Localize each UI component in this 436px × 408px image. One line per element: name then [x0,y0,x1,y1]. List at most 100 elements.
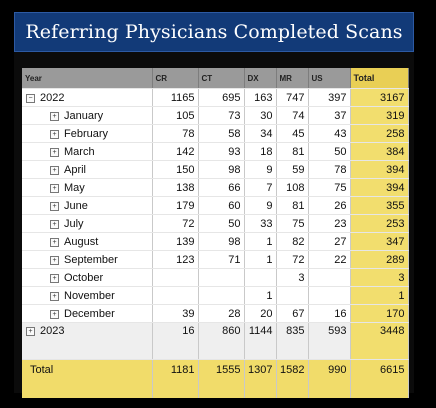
month-label-cell: + October [22,268,153,287]
cell-ct: 58 [198,124,245,143]
cell-ct: 98 [198,232,245,251]
report-frame: Referring Physicians Completed Scans Yea… [14,12,414,398]
col-header-ct[interactable]: CT [198,68,245,89]
cell-ct: 71 [198,250,245,269]
expand-icon[interactable]: + [50,165,59,175]
cell-cr: 139 [152,232,199,251]
col-header-year[interactable]: Year [22,68,153,89]
month-row: + August 139 98 1 82 27 347 [22,232,409,251]
expand-icon[interactable]: + [50,147,59,157]
cell-us: 23 [308,214,351,233]
col-header-dx[interactable]: DX [244,68,277,89]
year-label-cell: +2023 [22,322,153,360]
month-row: + April 150 98 9 59 78 394 [22,160,409,179]
cell-mr: 45 [276,124,309,143]
scans-table: Year CR CT DX MR US Total −2022 1165 695… [22,68,409,398]
cell-ct: 695 [198,88,245,107]
month-label-cell: + March [22,142,153,161]
cell-dx: 33 [244,214,277,233]
cell-total: 170 [350,304,409,323]
expand-icon[interactable]: + [50,237,59,247]
cell-us: 990 [308,359,351,398]
cell-dx: 18 [244,142,277,161]
col-header-total[interactable]: Total [350,68,409,89]
grand-total-label: Total [22,359,153,398]
cell-cr: 78 [152,124,199,143]
month-label: April [64,163,87,176]
expand-icon[interactable]: + [50,219,59,229]
expand-icon[interactable]: + [50,309,59,319]
cell-mr: 747 [276,88,309,107]
month-row: + November 1 1 [22,286,409,305]
cell-us: 78 [308,160,351,179]
cell-dx: 9 [244,160,277,179]
cell-dx: 7 [244,178,277,197]
cell-us: 593 [308,322,351,360]
cell-ct: 73 [198,106,245,125]
month-row: + July 72 50 33 75 23 253 [22,214,409,233]
month-label: February [64,127,109,140]
cell-total: 355 [350,196,409,215]
cell-mr: 75 [276,214,309,233]
month-label-cell: + April [22,160,153,179]
cell-mr: 81 [276,196,309,215]
cell-mr: 108 [276,178,309,197]
cell-mr: 59 [276,160,309,179]
cell-total: 1 [350,286,409,305]
grand-total-row: Total 1181 1555 1307 1582 990 6615 [22,359,409,398]
cell-us: 16 [308,304,351,323]
month-label-cell: + July [22,214,153,233]
month-label: March [64,145,95,158]
cell-us: 43 [308,124,351,143]
collapse-icon[interactable]: − [26,93,35,103]
cell-us [308,268,351,287]
expand-icon[interactable]: + [50,291,59,301]
cell-total: 258 [350,124,409,143]
cell-ct: 28 [198,304,245,323]
expand-icon[interactable]: + [50,201,59,211]
expand-icon[interactable]: + [50,255,59,265]
cell-cr: 16 [152,322,199,360]
cell-total: 347 [350,232,409,251]
month-label: June [64,199,88,212]
month-row: + October 3 3 [22,268,409,287]
year-label: 2023 [40,325,65,337]
col-header-cr[interactable]: CR [152,68,199,89]
cell-total: 6615 [350,359,409,398]
cell-cr: 72 [152,214,199,233]
col-header-us[interactable]: US [308,68,351,89]
cell-cr: 105 [152,106,199,125]
cell-ct: 98 [198,160,245,179]
cell-mr: 3 [276,268,309,287]
cell-us: 75 [308,178,351,197]
cell-us: 22 [308,250,351,269]
cell-dx: 1 [244,286,277,305]
cell-dx: 1144 [244,322,277,360]
year-row-2022: −2022 1165 695 163 747 397 3167 [22,88,409,107]
expand-icon[interactable]: + [50,273,59,283]
cell-dx: 163 [244,88,277,107]
cell-cr: 1181 [152,359,199,398]
year-label-cell: −2022 [22,88,153,107]
expand-icon[interactable]: + [50,111,59,121]
month-label-cell: + August [22,232,153,251]
expand-icon[interactable]: + [50,183,59,193]
expand-icon[interactable]: + [50,129,59,139]
month-row: + May 138 66 7 108 75 394 [22,178,409,197]
expand-icon[interactable]: + [26,327,35,336]
cell-cr: 123 [152,250,199,269]
month-label-cell: + February [22,124,153,143]
month-label: January [64,109,104,122]
cell-cr: 179 [152,196,199,215]
month-label: October [64,271,104,284]
cell-total: 384 [350,142,409,161]
cell-us [308,286,351,305]
month-label: September [64,253,118,266]
cell-mr: 72 [276,250,309,269]
col-header-mr[interactable]: MR [276,68,309,89]
cell-total: 3448 [350,322,409,360]
month-row: + January 105 73 30 74 37 319 [22,106,409,125]
cell-mr: 67 [276,304,309,323]
month-label: July [64,217,84,230]
month-label-cell: + June [22,196,153,215]
